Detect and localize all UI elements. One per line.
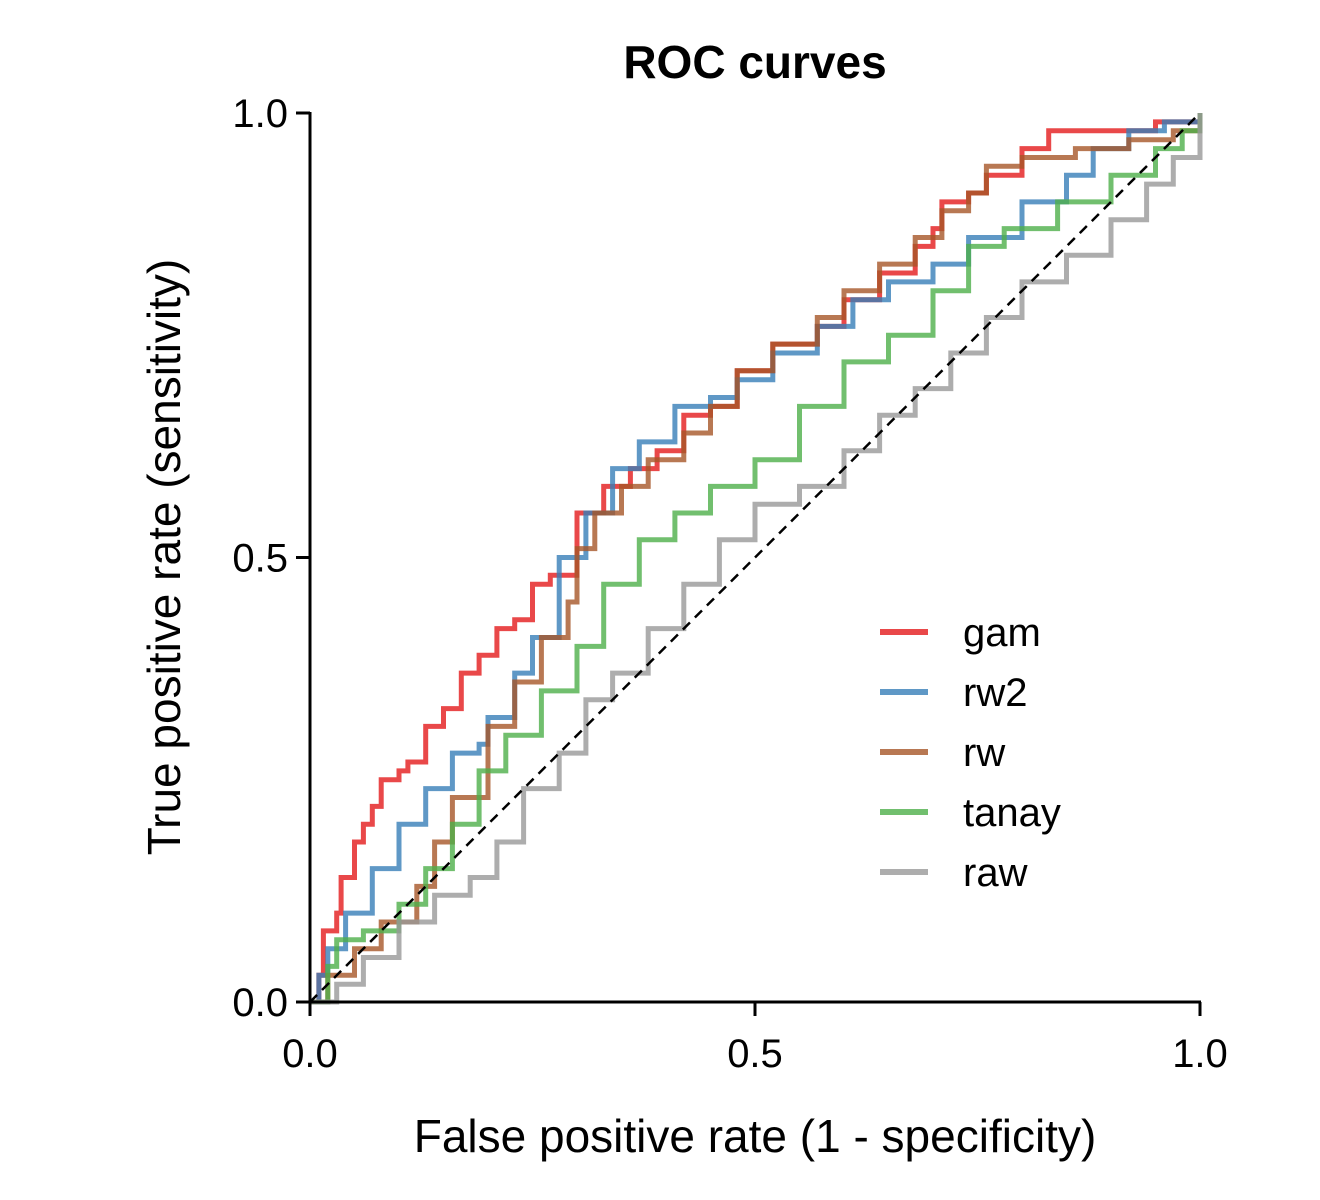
legend: gam rw2 rw tanay raw — [880, 611, 1061, 895]
y-tick-label: 1.0 — [232, 92, 288, 136]
y-axis-label: True positive rate (sensitivity) — [138, 259, 190, 855]
legend-label-raw: raw — [963, 851, 1028, 895]
series-line-raw — [310, 113, 1203, 1005]
y-tick-label: 0.0 — [232, 981, 288, 1025]
x-tick-label: 0.0 — [282, 1032, 338, 1076]
series-line-tanay — [310, 113, 1203, 1005]
legend-label-rw2: rw2 — [963, 671, 1027, 715]
x-axis-label: False positive rate (1 - specificity) — [414, 1110, 1097, 1162]
plot-area — [309, 112, 1203, 1005]
chart-title: ROC curves — [623, 36, 886, 88]
series-line-rw — [310, 113, 1203, 1005]
legend-label-gam: gam — [963, 611, 1041, 655]
x-tick-label: 1.0 — [1172, 1032, 1228, 1076]
legend-label-rw: rw — [963, 731, 1005, 775]
legend-label-tanay: tanay — [963, 791, 1061, 835]
axis-ticks: 0.0 0.5 1.0 0.0 0.5 1.0 — [232, 92, 1227, 1076]
diagonal-reference-line — [309, 112, 1201, 1003]
y-tick-label: 0.5 — [232, 537, 288, 581]
series-line-rw2 — [310, 113, 1203, 1005]
x-tick-label: 0.5 — [727, 1032, 783, 1076]
